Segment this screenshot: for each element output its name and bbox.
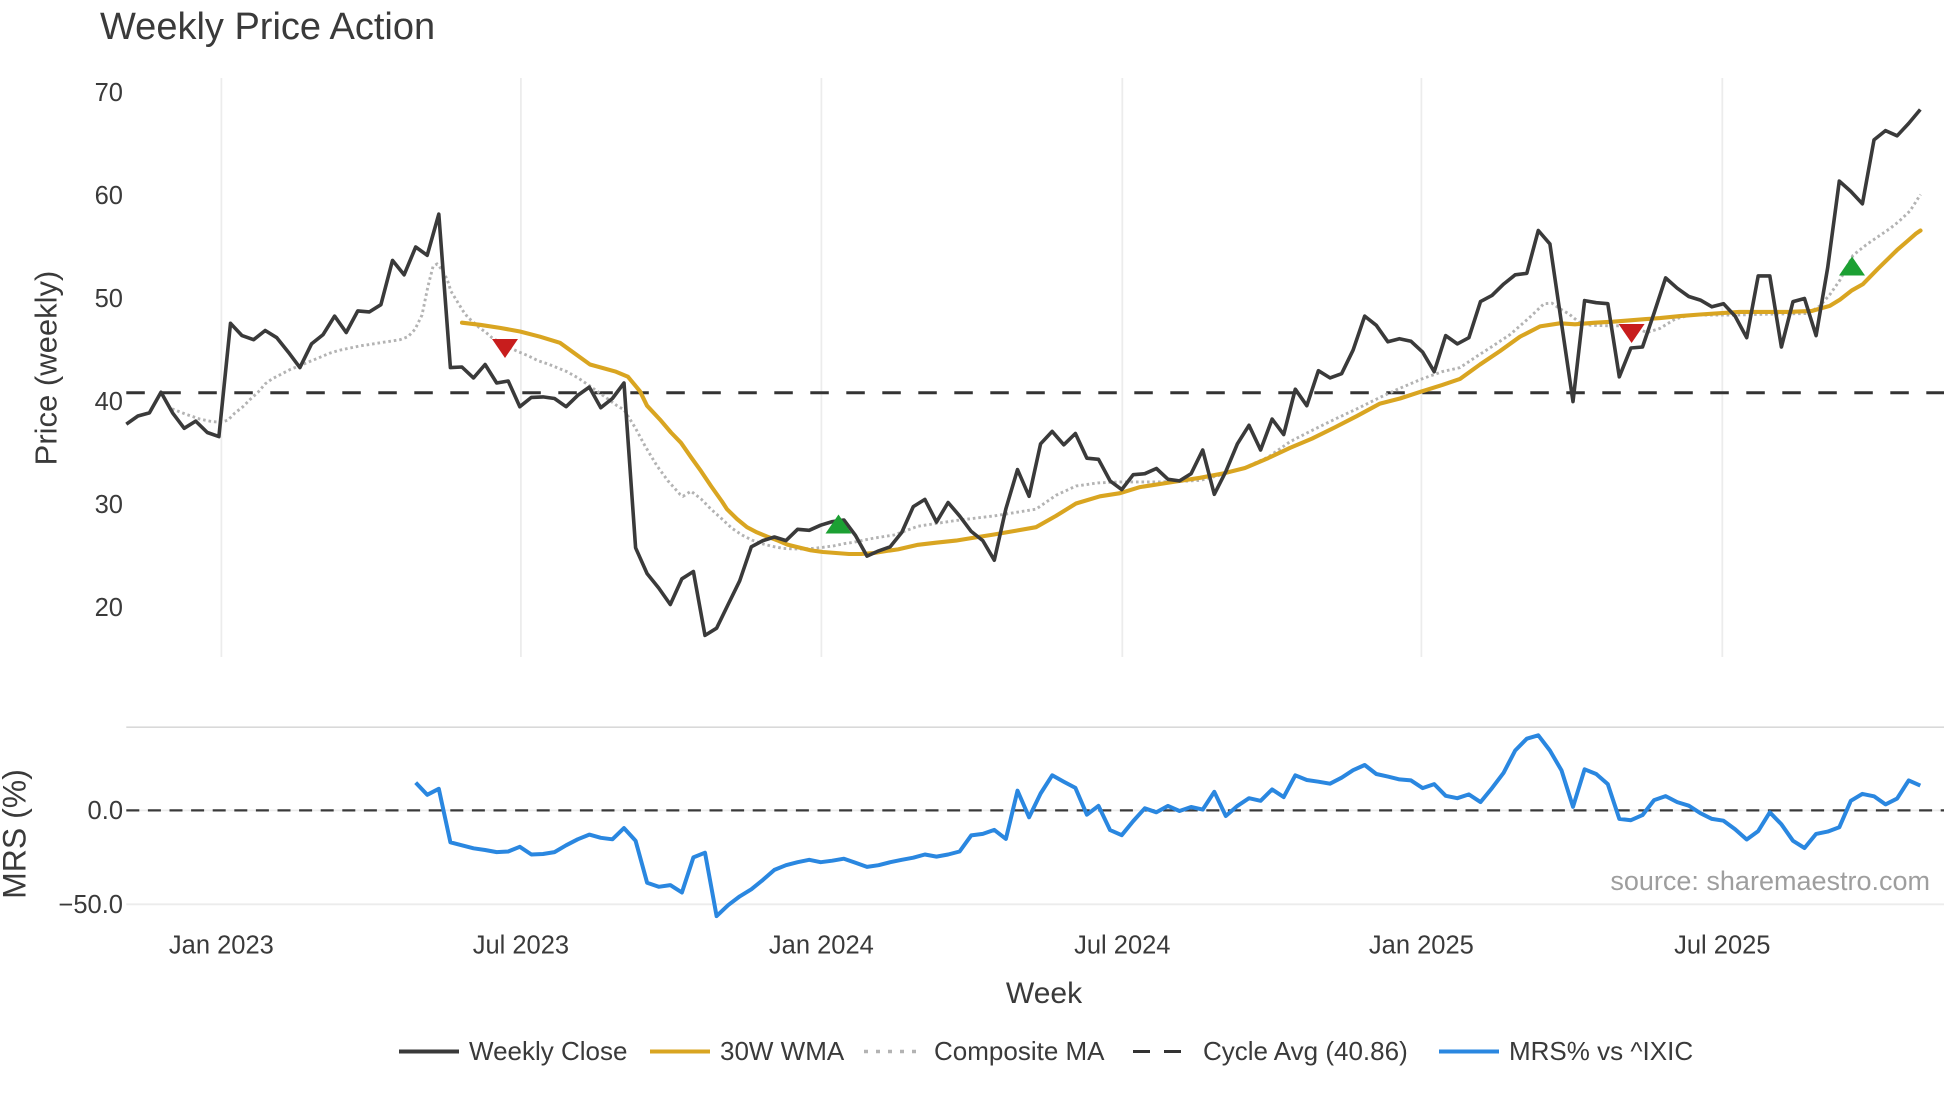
svg-text:source: sharemaestro.com: source: sharemaestro.com [1610,866,1930,896]
svg-text:60: 60 [95,182,123,210]
svg-text:0.0: 0.0 [88,797,123,825]
svg-text:Jul 2024: Jul 2024 [1074,932,1170,960]
svg-text:Cycle Avg (40.86): Cycle Avg (40.86) [1203,1036,1408,1066]
svg-text:Weekly Price Action: Weekly Price Action [100,6,435,48]
svg-text:Week: Week [1006,977,1083,1010]
svg-text:MRS% vs ^IXIC: MRS% vs ^IXIC [1509,1036,1693,1066]
svg-text:30: 30 [95,491,123,519]
svg-text:20: 20 [95,594,123,622]
svg-text:Jan 2023: Jan 2023 [169,932,274,960]
svg-text:−50.0: −50.0 [58,891,123,919]
svg-text:Jan 2024: Jan 2024 [769,932,874,960]
svg-text:Weekly Close: Weekly Close [469,1036,627,1066]
svg-text:70: 70 [95,79,123,107]
svg-text:30W WMA: 30W WMA [720,1036,845,1066]
svg-text:MRS (%): MRS (%) [0,769,33,899]
svg-text:Jan 2025: Jan 2025 [1369,932,1474,960]
svg-text:40: 40 [95,388,123,416]
svg-text:Jul 2023: Jul 2023 [473,932,569,960]
svg-text:Price (weekly): Price (weekly) [29,271,64,466]
svg-text:Jul 2025: Jul 2025 [1674,932,1770,960]
svg-text:Composite MA: Composite MA [934,1036,1105,1066]
svg-text:50: 50 [95,285,123,313]
